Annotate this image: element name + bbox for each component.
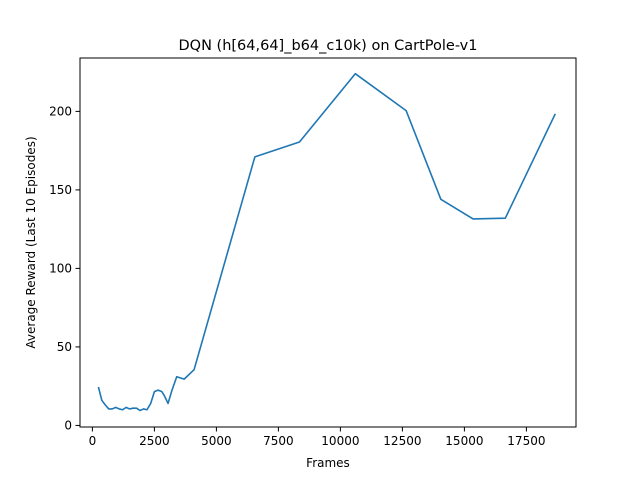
x-axis-label: Frames [306,456,350,470]
chart-title: DQN (h[64,64]_b64_c10k) on CartPole-v1 [179,38,478,54]
x-tick-label: 12500 [383,434,421,448]
y-tick-label: 200 [49,105,72,119]
plot-area-frame [79,57,577,428]
x-axis: 0 2500 5000 7500 10000 12500 15000 17500 [89,427,545,448]
series-line [97,72,556,412]
x-tick-label: 10000 [321,434,359,448]
y-axis: 0 50 100 150 200 [49,105,80,433]
y-tick-label: 150 [49,183,72,197]
x-tick-label: 2500 [139,434,170,448]
x-tick-label: 17500 [507,434,545,448]
x-tick-label: 0 [89,434,97,448]
y-tick-label: 100 [49,262,72,276]
x-tick-label: 7500 [263,434,294,448]
y-tick-label: 0 [64,419,72,433]
y-axis-label: Average Reward (Last 10 Episodes) [24,136,38,348]
x-tick-label: 5000 [201,434,232,448]
x-tick-label: 15000 [445,434,483,448]
plot-line-layer [97,72,556,412]
y-tick-label: 50 [57,340,72,354]
